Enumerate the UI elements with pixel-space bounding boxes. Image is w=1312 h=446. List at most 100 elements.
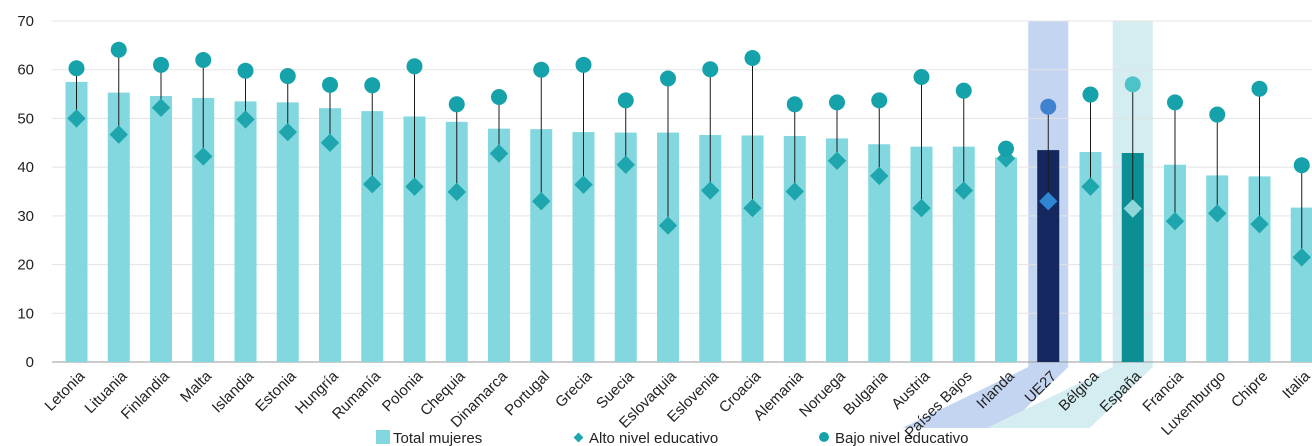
bar-belgica [1079,152,1102,362]
dot-bulgaria [871,92,888,109]
diamond-chipre [1250,214,1269,234]
diamond-suecia [616,155,635,174]
bar-lituania [107,92,130,363]
x-tick-label-chipre: Chipre [1228,368,1271,411]
diamond-eslovenia [701,181,720,200]
highlight-bands [902,21,1153,428]
legend-marker-bajo-nivel-educativo [819,432,829,442]
x-tick-label-noruega: Noruega [796,367,849,420]
diamond-portugal [532,192,551,211]
dot-francia [1167,94,1183,111]
bar-austria [910,146,933,362]
y-tick-label: 30 [17,208,34,225]
diamond-francia [1165,212,1185,231]
bar-portugal [530,129,553,362]
legend-label-bajo-nivel-educativo: Bajo nivel educativo [835,430,968,446]
dot-croacia [744,50,761,67]
diamond-grecia [574,175,593,194]
dot-noruega [829,94,845,111]
y-tick-label: 60 [17,62,34,79]
legend: Total mujeres Alto nivel educativo Bajo … [376,430,968,446]
dot-estonia [279,68,296,85]
dot-irlanda [998,140,1014,157]
bar-grecia [572,132,595,362]
x-tick-label-grecia: Grecia [552,367,596,411]
legend-label-alto-nivel-educativo: Alto nivel educativo [589,430,718,446]
dot-ue27 [1040,98,1057,115]
bar-luxemburgo [1206,175,1229,362]
dot-islandia [237,62,254,79]
y-tick-label: 50 [17,110,34,127]
dot-paises-bajos [955,82,972,99]
dot-lituania [110,41,127,58]
bar-estonia [276,102,299,363]
diamond-austria [912,198,931,218]
diamond-italia [1292,248,1311,267]
diamond-belgica [1081,177,1100,196]
diamond-espana [1123,199,1142,218]
y-tick-label: 0 [26,354,34,371]
bar-malta [192,97,215,363]
legend-label-total-mujeres: Total mujeres [393,430,482,446]
bar-suecia [614,132,637,362]
bar-rumania [361,111,384,362]
dot-espana [1124,76,1141,93]
highlight-band-espana [986,21,1153,428]
diamond-ue27 [1039,192,1058,211]
dot-austria [913,69,930,86]
bar-letonia [65,81,88,363]
bar-finlandia [150,96,172,363]
diamond-luxemburgo [1208,204,1227,223]
dot-finlandia [153,56,169,73]
dot-eslovaquia [660,70,676,87]
dot-portugal [533,61,550,78]
bars [65,81,1312,363]
dot-hungria [322,76,338,93]
diamond-alemania [785,182,804,201]
markers [67,41,1311,267]
bar-irlanda [995,157,1017,362]
dot-belgica [1082,86,1099,103]
dot-suecia [617,92,634,109]
diamond-polonia [405,177,424,196]
bar-polonia [403,116,426,362]
bar-italia [1290,207,1312,362]
dot-alemania [786,96,803,113]
dot-malta [195,51,212,68]
y-tick-label: 40 [17,159,34,176]
stems [76,49,1303,258]
diamond-noruega [827,151,847,171]
diamond-islandia [236,110,255,129]
bar-eslovaquia [657,132,679,362]
diamond-bulgaria [870,166,889,186]
diamond-malta [194,147,213,166]
dot-italia [1293,157,1310,174]
diamond-letonia [67,109,86,128]
dot-dinamarca [491,88,507,105]
bar-chequia [445,121,468,363]
dot-grecia [575,56,592,73]
dot-rumania [364,77,381,94]
gridlines [52,20,1312,363]
y-tick-label: 70 [17,13,34,30]
dot-chequia [448,96,465,113]
diamond-eslovaquia [658,216,678,235]
diamond-paises-bajos [954,181,973,200]
dot-eslovenia [702,61,719,78]
diamond-lituania [109,125,128,144]
bar-islandia [234,101,257,362]
y-tick-label: 20 [17,257,34,274]
y-tick-label: 10 [17,305,34,322]
diamond-rumania [363,175,382,194]
diamond-dinamarca [489,144,509,163]
highlight-band-ue27 [902,21,1069,428]
bar-francia [1164,164,1186,362]
x-tick-label-estonia: Estonia [252,367,300,415]
x-tick-label-italia: Italia [1279,367,1312,402]
x-tick-label-bulgaria: Bulgaria [840,367,891,418]
x-tick-label-portugal: Portugal [502,368,554,420]
dot-chipre [1251,80,1268,97]
diamond-estonia [278,122,297,142]
legend-marker-alto-nivel-educativo [573,432,584,443]
